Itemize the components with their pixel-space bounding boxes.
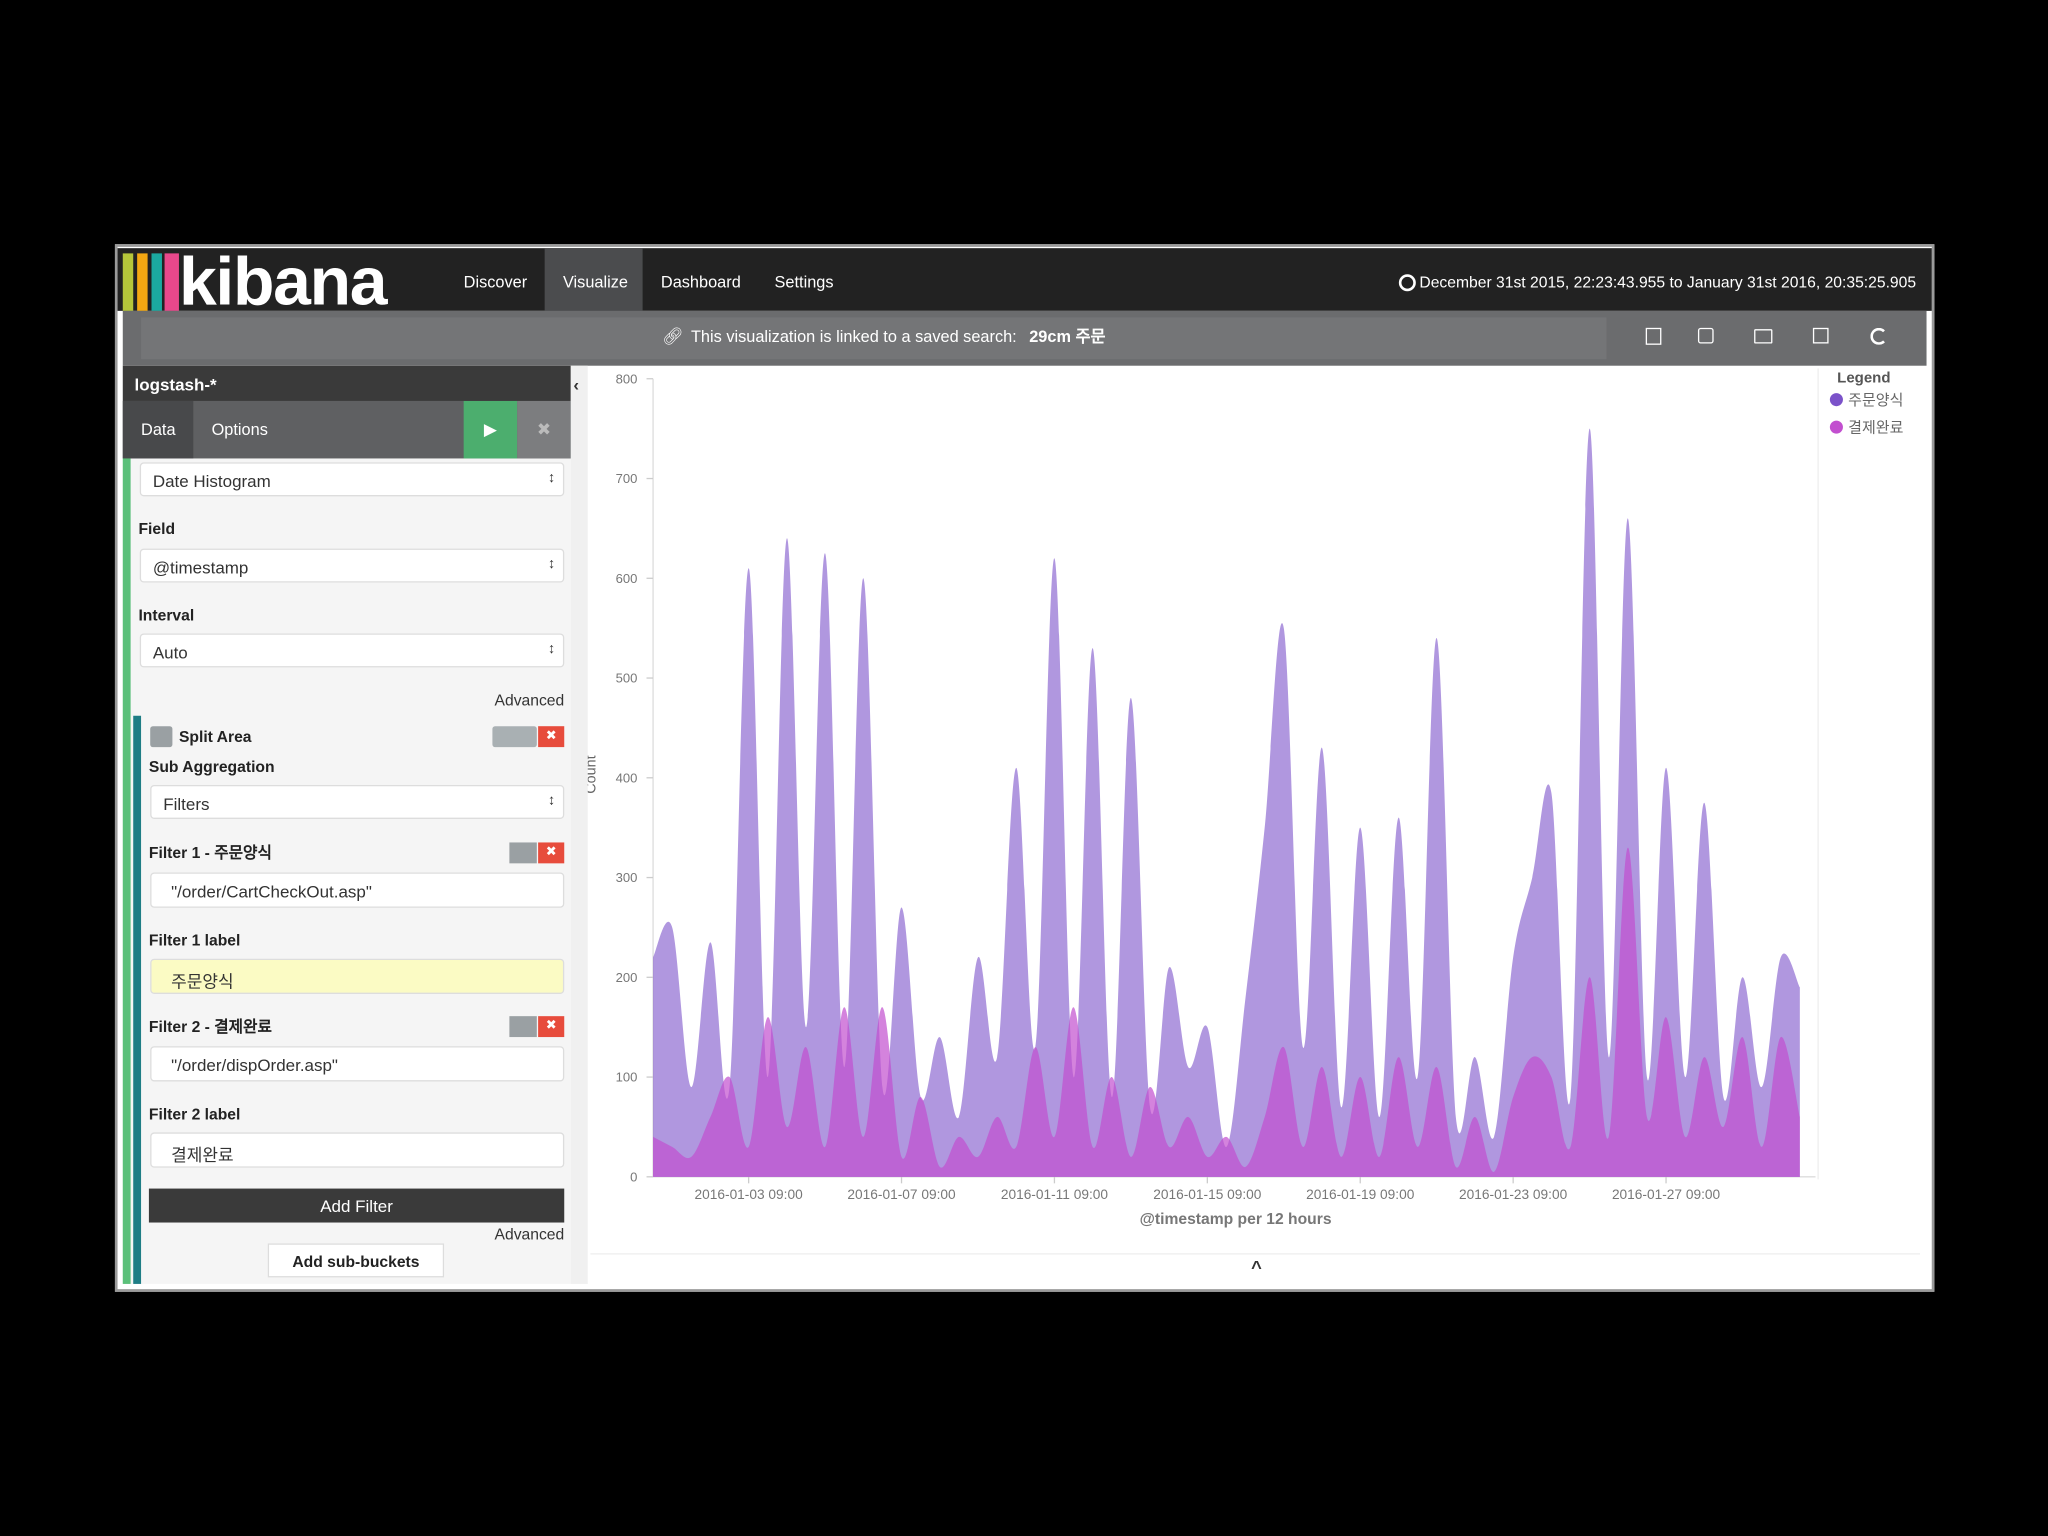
active-tab-bg bbox=[122, 400, 194, 459]
logo-bar bbox=[164, 253, 179, 311]
y-tick-label: 700 bbox=[616, 471, 638, 486]
x-tick-label: 2016-01-23 09:00 bbox=[1459, 1187, 1568, 1202]
add-sub-buckets-button[interactable]: Add sub-buckets bbox=[267, 1243, 445, 1278]
collapse-button[interactable] bbox=[150, 726, 173, 748]
legend-swatch bbox=[1829, 420, 1843, 434]
advanced-link[interactable]: Advanced bbox=[494, 1225, 565, 1244]
bucket-stripe bbox=[122, 458, 131, 1284]
index-header bbox=[122, 365, 571, 401]
active-tab-bg bbox=[544, 248, 643, 311]
x-axis-label: @timestamp per 12 hours bbox=[1140, 1211, 1332, 1228]
legend-label: 주문양식 bbox=[1848, 392, 1903, 409]
filter-title: Filter 2 - 결제완료 bbox=[148, 1017, 272, 1036]
interval-label: Interval bbox=[138, 606, 195, 625]
label-button[interactable] bbox=[509, 842, 537, 864]
clock-icon[interactable] bbox=[1398, 274, 1416, 292]
time-range[interactable]: December 31st 2015, 22:23:43.955 to Janu… bbox=[1419, 272, 1917, 292]
nav-link[interactable]: Visualize bbox=[562, 272, 628, 292]
y-tick-label: 600 bbox=[616, 571, 638, 586]
y-axis-label: Count bbox=[588, 755, 600, 793]
logo-bar bbox=[151, 253, 162, 311]
nav-link[interactable]: Settings bbox=[774, 272, 834, 292]
x-tick-label: 2016-01-19 09:00 bbox=[1306, 1187, 1415, 1202]
chart: 0 100 200 300 400 500 600 700 800 2016-01-03 09:0… bbox=[588, 368, 1920, 1277]
legend-label: 결제완료 bbox=[1848, 419, 1903, 436]
sidebar-toggle[interactable] bbox=[570, 365, 588, 1284]
legend-swatch bbox=[1829, 393, 1843, 407]
y-tick-label: 400 bbox=[616, 770, 638, 785]
x-tick-label: 2016-01-27 09:00 bbox=[1612, 1187, 1721, 1202]
index-name: logstash-* bbox=[134, 374, 217, 395]
logo-bar bbox=[122, 253, 134, 311]
sub-bucket-stripe bbox=[133, 715, 142, 1284]
filter-query[interactable]: "/order/dispOrder.asp" bbox=[150, 1046, 565, 1082]
field-select[interactable]: @timestamp bbox=[139, 548, 565, 583]
x-tick-label: 2016-01-07 09:00 bbox=[847, 1187, 956, 1202]
link-icon: 🔗︎ bbox=[662, 326, 684, 347]
brand: kibana bbox=[178, 244, 388, 320]
apply-button[interactable]: ▶ bbox=[463, 400, 518, 459]
x-tick-label: 2016-01-15 09:00 bbox=[1153, 1187, 1262, 1202]
refresh-icon[interactable] bbox=[1870, 327, 1888, 345]
filter-label-input[interactable]: 결제완료 bbox=[150, 1132, 565, 1168]
new-icon[interactable] bbox=[1645, 327, 1662, 345]
search-field[interactable] bbox=[141, 317, 1607, 360]
nav-link[interactable]: Discover bbox=[463, 272, 528, 292]
filter-query[interactable]: "/order/CartCheckOut.asp" bbox=[150, 872, 565, 908]
filter-title: Filter 1 - 주문양식 bbox=[148, 843, 272, 863]
y-tick-label: 100 bbox=[616, 1070, 638, 1085]
add-filter-button[interactable]: Add Filter bbox=[148, 1188, 565, 1223]
x-tick-label: 2016-01-11 09:00 bbox=[1001, 1187, 1109, 1202]
sidebar bbox=[122, 365, 571, 1284]
y-tick-label: 0 bbox=[630, 1169, 637, 1184]
interval-select[interactable]: Auto bbox=[139, 633, 565, 668]
x-tick-label: 2016-01-03 09:00 bbox=[695, 1187, 804, 1202]
y-tick-label: 300 bbox=[616, 870, 638, 885]
label-button[interactable] bbox=[509, 1016, 537, 1038]
spy-toggle[interactable]: ^ bbox=[1251, 1256, 1262, 1277]
nav-link[interactable]: Dashboard bbox=[660, 272, 741, 292]
area bbox=[653, 847, 1800, 1177]
move-buttons[interactable] bbox=[492, 726, 537, 748]
collapse-arrow[interactable]: ‹ bbox=[573, 374, 580, 395]
discard-button[interactable]: ✖ bbox=[517, 400, 571, 459]
advanced-link[interactable]: Advanced bbox=[494, 690, 565, 710]
remove-button[interactable]: ✖ bbox=[538, 1016, 565, 1038]
y-tick-label: 800 bbox=[616, 371, 638, 386]
remove-button[interactable]: ✖ bbox=[538, 726, 565, 748]
split-title: Split Area bbox=[178, 727, 252, 746]
tab[interactable]: Options bbox=[211, 420, 268, 439]
share-icon[interactable] bbox=[1812, 327, 1829, 344]
sub-aggregation-label: Sub Aggregation bbox=[148, 757, 275, 776]
nav-bar bbox=[117, 248, 1932, 311]
tab[interactable]: Data bbox=[141, 420, 176, 439]
filter-label-input[interactable]: 주문양식 bbox=[150, 958, 565, 994]
saved-search[interactable]: 29cm 주문 bbox=[1029, 327, 1106, 347]
remove-button[interactable]: ✖ bbox=[538, 842, 565, 864]
y-tick-label: 500 bbox=[616, 671, 638, 686]
save-icon[interactable] bbox=[1697, 327, 1714, 344]
area bbox=[653, 428, 1800, 1177]
legend-title[interactable]: Legend bbox=[1837, 370, 1890, 387]
field-label: Field bbox=[138, 519, 176, 539]
sub-aggregation-select[interactable]: Filters bbox=[150, 784, 565, 819]
filter-label-title: Filter 1 label bbox=[148, 931, 241, 950]
plot: 0 100 200 300 400 500 600 700 800 2016-01-03 09:0… bbox=[616, 371, 1816, 1202]
logo-bar bbox=[137, 253, 148, 311]
aggregation-select[interactable]: Date Histogram bbox=[139, 462, 565, 497]
banner-text: This visualization is linked to a saved … bbox=[690, 327, 1017, 347]
open-icon[interactable] bbox=[1754, 329, 1773, 344]
y-tick-label: 200 bbox=[616, 970, 638, 985]
filter-label-title: Filter 2 label bbox=[148, 1104, 241, 1124]
